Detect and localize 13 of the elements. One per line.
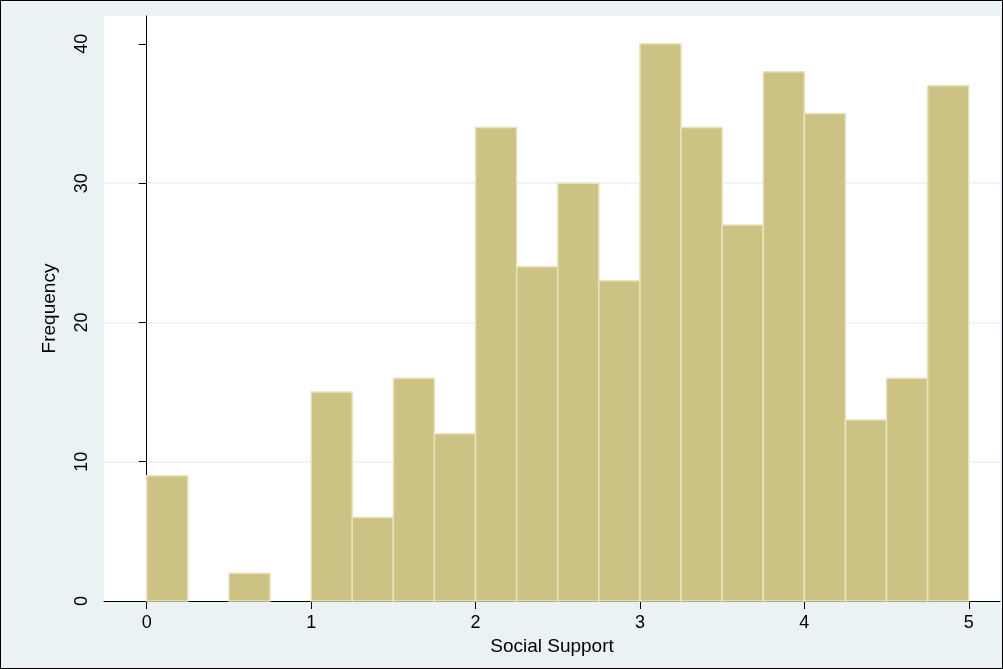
y-tick-label: 40 xyxy=(71,33,91,54)
x-tick-label: 4 xyxy=(799,612,810,632)
x-tick-label: 5 xyxy=(963,612,974,632)
x-tick-label: 2 xyxy=(470,612,481,632)
y-tick-label: 0 xyxy=(71,595,91,607)
x-tick-label: 0 xyxy=(141,612,152,632)
y-axis-title: Frequency xyxy=(38,263,59,354)
x-tick-label: 1 xyxy=(306,612,317,632)
y-tick-label: 30 xyxy=(71,173,91,194)
x-tick-label: 3 xyxy=(634,612,645,632)
y-tick-label: 20 xyxy=(71,312,91,333)
y-tick-label: 10 xyxy=(71,451,91,472)
x-axis-title: Social Support xyxy=(490,634,615,656)
